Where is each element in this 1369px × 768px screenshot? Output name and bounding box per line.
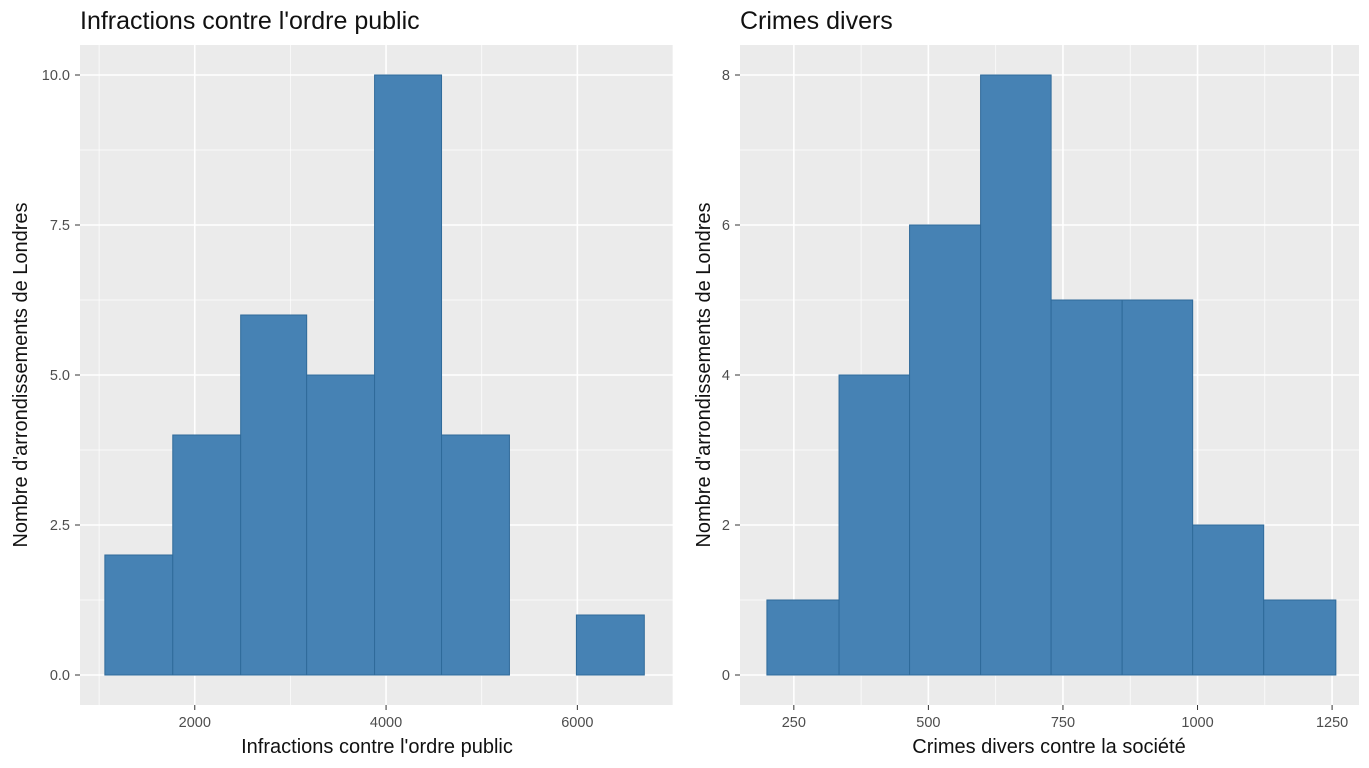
x-tick-label: 500 bbox=[916, 715, 940, 731]
x-tick-label: 1000 bbox=[1181, 715, 1213, 731]
y-tick-label: 5.0 bbox=[50, 368, 70, 384]
y-axis: 0 2 4 6 8 bbox=[722, 68, 740, 684]
x-tick-label: 250 bbox=[782, 715, 806, 731]
histogram-bar bbox=[172, 434, 242, 676]
histogram-bars bbox=[104, 74, 645, 676]
histogram-bar bbox=[575, 614, 645, 676]
histogram-bar bbox=[1121, 299, 1194, 676]
histogram-bar bbox=[1192, 524, 1265, 676]
histogram-bar bbox=[441, 434, 510, 676]
x-tick-label: 1250 bbox=[1316, 715, 1348, 731]
y-axis-title: Nombre d'arrondissements de Londres bbox=[10, 202, 32, 547]
chart-title: Crimes divers bbox=[740, 7, 893, 35]
x-tick-label: 6000 bbox=[561, 715, 593, 731]
y-tick-label: 0 bbox=[722, 668, 730, 684]
y-tick-label: 0.0 bbox=[50, 668, 70, 684]
histogram-bar bbox=[766, 599, 840, 676]
panel-misc-crimes: Crimes divers 0 2 4 6 8 250 500 750 1000 1250 Cr… bbox=[693, 7, 1359, 758]
histogram-bar bbox=[980, 74, 1052, 676]
panel-public-order: Infractions contre l'ordre public 0.0 2.5… bbox=[10, 7, 674, 758]
histogram-bar bbox=[374, 74, 443, 676]
y-axis-title: Nombre d'arrondissements de Londres bbox=[693, 202, 715, 547]
x-tick-label: 750 bbox=[1051, 715, 1075, 731]
y-tick-label: 2.5 bbox=[50, 518, 70, 534]
histogram-bar bbox=[240, 314, 308, 676]
y-tick-label: 6 bbox=[722, 218, 730, 234]
histogram-bar bbox=[1263, 599, 1337, 676]
x-tick-label: 2000 bbox=[179, 715, 211, 731]
histogram-bar bbox=[1050, 299, 1123, 676]
y-tick-label: 4 bbox=[722, 368, 730, 384]
x-axis-title: Infractions contre l'ordre public bbox=[241, 736, 513, 758]
y-tick-label: 7.5 bbox=[50, 218, 70, 234]
y-tick-label: 10.0 bbox=[42, 68, 70, 84]
x-tick-label: 4000 bbox=[370, 715, 402, 731]
histogram-bar bbox=[838, 374, 911, 676]
x-axis-title: Crimes divers contre la société bbox=[912, 736, 1185, 758]
x-axis: 250 500 750 1000 1250 bbox=[782, 705, 1348, 731]
histogram-bar bbox=[306, 374, 376, 676]
y-axis: 0.0 2.5 5.0 7.5 10.0 bbox=[42, 68, 80, 684]
y-tick-label: 2 bbox=[722, 518, 730, 534]
chart-title: Infractions contre l'ordre public bbox=[80, 7, 420, 35]
histogram-bars bbox=[766, 74, 1337, 676]
x-axis: 2000 4000 6000 bbox=[179, 705, 593, 731]
y-tick-label: 8 bbox=[722, 68, 730, 84]
histogram-bar bbox=[104, 554, 174, 676]
histogram-bar bbox=[909, 224, 982, 676]
